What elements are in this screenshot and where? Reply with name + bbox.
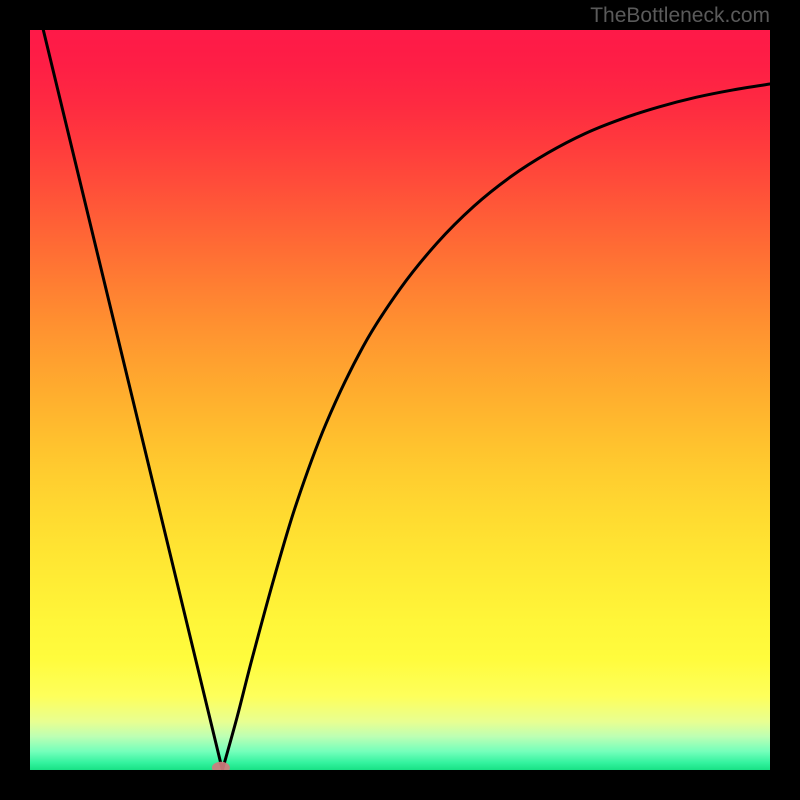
optimum-marker	[212, 762, 230, 770]
credit-label: TheBottleneck.com	[590, 4, 770, 28]
chart-frame	[30, 30, 770, 770]
curve-overlay	[30, 30, 770, 770]
curve-right-branch	[222, 84, 770, 770]
curve-left-branch	[43, 30, 222, 770]
